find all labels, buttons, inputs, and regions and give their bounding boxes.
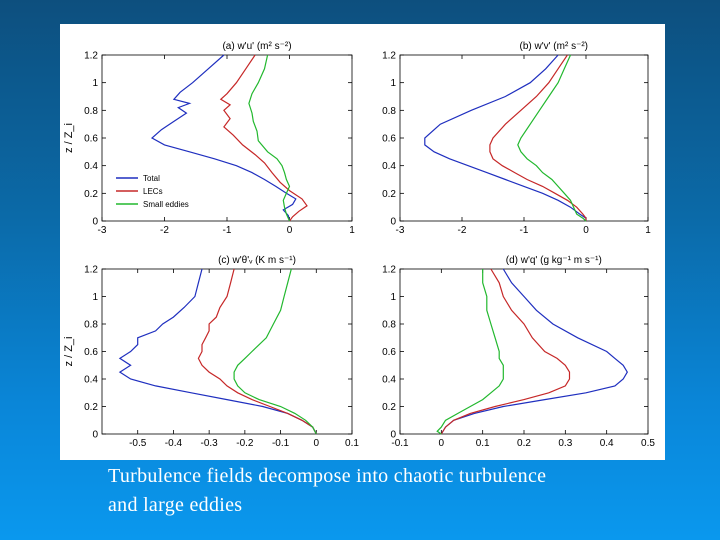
x-tick-label: -0.5 xyxy=(129,438,147,449)
x-tick-label: -3 xyxy=(98,225,107,236)
x-tick-label: -0.4 xyxy=(165,438,183,449)
x-tick-label: -1 xyxy=(223,225,232,236)
x-tick-label: -3 xyxy=(396,225,405,236)
y-tick-label: 0 xyxy=(92,217,98,228)
y-tick-label: 0.2 xyxy=(382,189,396,200)
x-tick-label: 1 xyxy=(349,225,355,236)
y-tick-label: 1.2 xyxy=(382,265,396,276)
y-tick-label: 0.4 xyxy=(84,375,98,386)
y-tick-label: 0.2 xyxy=(84,402,98,413)
y-tick-label: 1.2 xyxy=(84,51,98,62)
x-tick-label: 0 xyxy=(439,438,445,449)
series-line-total xyxy=(150,54,297,222)
x-tick-label: 1 xyxy=(645,225,651,236)
x-tick-label: -0.3 xyxy=(201,438,219,449)
caption-line-1: Turbulence fields decompose into chaotic… xyxy=(108,465,547,487)
x-tick-label: -0.1 xyxy=(391,438,409,449)
x-tick-label: -1 xyxy=(520,225,529,236)
y-tick-label: 0.8 xyxy=(382,106,396,117)
panel-title: (a) w'u' (m² s⁻²) xyxy=(222,41,291,52)
x-tick-label: 0.1 xyxy=(345,438,359,449)
y-tick-label: 0.4 xyxy=(84,161,98,172)
plot-frame xyxy=(399,268,649,435)
y-tick-label: 1 xyxy=(92,78,98,89)
slide-caption: Turbulence fields decompose into chaotic… xyxy=(108,462,708,520)
x-tick-label: 0 xyxy=(583,225,589,236)
plot-frame xyxy=(101,54,353,222)
x-tick-label: 0.2 xyxy=(517,438,531,449)
series-line-total xyxy=(424,54,587,221)
legend-entry: LECs xyxy=(143,187,163,196)
series-line-small-eddies xyxy=(248,54,291,222)
x-tick-label: -0.1 xyxy=(272,438,290,449)
x-tick-label: 0.3 xyxy=(558,438,572,449)
y-tick-label: 0 xyxy=(390,430,396,441)
y-tick-label: 1 xyxy=(390,292,396,303)
panel-title: (c) w'θ'ᵥ (K m s⁻¹) xyxy=(218,255,296,266)
x-tick-label: 0.4 xyxy=(600,438,614,449)
panel-title: (b) w'v' (m² s⁻²) xyxy=(519,41,588,52)
y-tick-label: 0 xyxy=(92,430,98,441)
y-tick-label: 1 xyxy=(92,292,98,303)
series-line-lecs xyxy=(489,54,587,221)
x-tick-label: 0 xyxy=(314,438,320,449)
y-tick-label: 0.2 xyxy=(84,189,98,200)
series-line-lecs xyxy=(440,268,571,435)
plot-frame xyxy=(101,268,353,435)
y-tick-label: 0.6 xyxy=(84,347,98,358)
series-line-small-eddies xyxy=(517,54,587,222)
y-tick-label: 0 xyxy=(390,217,396,228)
panel-1: -3 -2 -1 0 1 0 0.2 0.4 0.6 0.8 1 1.2 (a) w'u' (m² s⁻… xyxy=(63,41,355,236)
y-tick-label: 0.6 xyxy=(84,134,98,145)
series-line-lecs xyxy=(197,268,317,435)
y-tick-label: 0.8 xyxy=(84,106,98,117)
series-line-small-eddies xyxy=(436,269,504,435)
series-line-total xyxy=(118,268,317,435)
legend-entry: Total xyxy=(143,174,160,183)
x-tick-label: -2 xyxy=(160,225,169,236)
x-tick-label: 0.1 xyxy=(476,438,490,449)
panel-title: (d) w'q' (g kg⁻¹ m s⁻¹) xyxy=(506,255,602,266)
y-axis-label: z / Z_i xyxy=(63,337,75,367)
y-tick-label: 0.8 xyxy=(84,320,98,331)
legend-entry: Small eddies xyxy=(143,200,189,209)
series-line-small-eddies xyxy=(233,268,317,435)
x-tick-label: 0 xyxy=(287,225,293,236)
y-tick-label: 0.8 xyxy=(382,320,396,331)
figure-panel: -3 -2 -1 0 1 0 0.2 0.4 0.6 0.8 1 1.2 (a) w'u' (m² s⁻… xyxy=(60,24,665,460)
series-line-lecs xyxy=(219,54,308,222)
y-tick-label: 0.4 xyxy=(382,375,396,386)
y-tick-label: 0.6 xyxy=(382,134,396,145)
y-tick-label: 1.2 xyxy=(382,51,396,62)
x-tick-label: 0.5 xyxy=(641,438,655,449)
panel-2: -3 -2 -1 0 1 0 0.2 0.4 0.6 0.8 1 1.2 (b) w'v' (m² s⁻… xyxy=(382,41,651,236)
y-tick-label: 1.2 xyxy=(84,265,98,276)
plot-frame xyxy=(399,54,649,222)
y-tick-label: 0.6 xyxy=(382,347,396,358)
x-tick-label: -0.2 xyxy=(236,438,254,449)
panel-4: -0.1 0 0.1 0.2 0.3 0.4 0.500.20.40.60.811.2(d)… xyxy=(382,255,655,449)
chart-figure: -3 -2 -1 0 1 0 0.2 0.4 0.6 0.8 1 1.2 (a) w'u' (m² s⁻… xyxy=(63,41,655,449)
y-tick-label: 0.4 xyxy=(382,161,396,172)
y-tick-label: 0.2 xyxy=(382,402,396,413)
caption-line-2: and large eddies xyxy=(108,494,243,516)
y-axis-label: z / Z_i xyxy=(63,123,75,153)
x-tick-label: -2 xyxy=(458,225,467,236)
panel-3: -0.5 -0.4 -0.3 -0.2 -0.1 0 0.1 0 0.2 0.4 0.6 0.8 1 1.… xyxy=(63,255,359,449)
y-tick-label: 1 xyxy=(390,78,396,89)
series-line-total xyxy=(440,268,628,435)
